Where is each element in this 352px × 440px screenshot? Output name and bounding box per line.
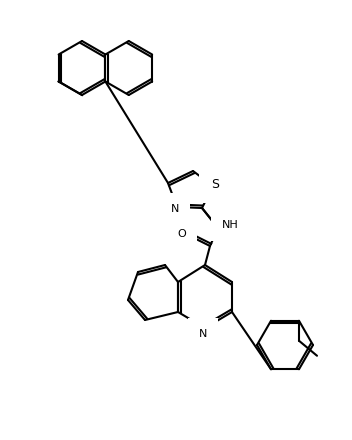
Text: N: N <box>171 204 179 214</box>
Text: S: S <box>211 177 219 191</box>
Text: O: O <box>178 229 186 239</box>
Text: NH: NH <box>222 220 239 230</box>
Text: N: N <box>199 329 207 339</box>
